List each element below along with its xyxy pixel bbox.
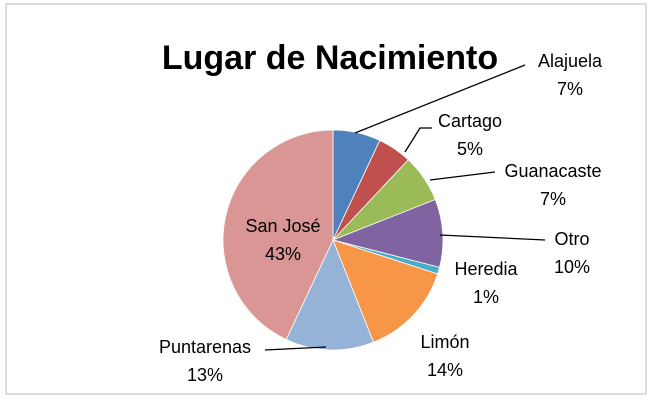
slice-value-label: 14% [427,360,463,380]
slice-label: San José [245,216,320,236]
leader-line [429,171,496,181]
pie-slice [332,239,439,343]
slice-label: Heredia [454,259,518,279]
leader-line [404,127,432,153]
slice-value-label: 1% [473,287,499,307]
slice-value-label: 10% [554,257,590,277]
slice-value-label: 7% [540,189,566,209]
slice-value-label: 5% [457,139,483,159]
leader-line [354,64,526,134]
slice-label: Puntarenas [159,337,251,357]
slice-label: Alajuela [538,51,603,71]
leader-line [264,346,327,351]
pie-slice [222,129,334,341]
slice-value-label: 7% [557,79,583,99]
slice-label: Limón [420,332,469,352]
slice-label: Cartago [438,111,502,131]
leader-lines [264,64,546,351]
leader-line [439,234,546,241]
pie-slice [285,238,375,351]
slice-label: Otro [554,229,589,249]
slice-label: Guanacaste [504,161,601,181]
slice-value-label: 43% [265,244,301,264]
slice-value-label: 13% [187,365,223,385]
chart-title: Lugar de Nacimiento [162,39,498,77]
